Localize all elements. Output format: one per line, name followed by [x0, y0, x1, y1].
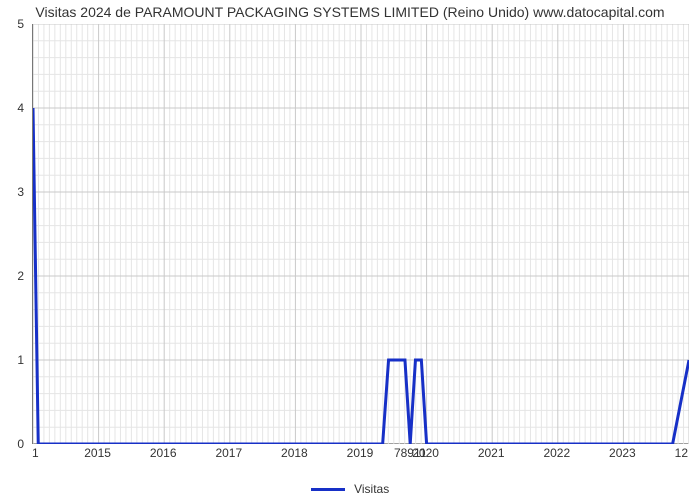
x-tick-label: 2023: [609, 446, 636, 460]
y-axis-labels: 012345: [0, 24, 28, 444]
y-tick-label: 2: [17, 269, 24, 283]
y-tick-label: 0: [17, 437, 24, 451]
x-tick-label: 2021: [478, 446, 505, 460]
x-tick-label: 2022: [543, 446, 570, 460]
chart-svg: [33, 24, 689, 444]
x-axis-labels: 2015 2016 2017 2018 2019 2020 2021 2022 2023 1 12: [32, 446, 688, 462]
legend: Visitas: [0, 482, 700, 496]
x-tick-label: 2018: [281, 446, 308, 460]
x-tick-label: 2019: [347, 446, 374, 460]
x-tick-label: 2017: [215, 446, 242, 460]
legend-swatch: [311, 488, 345, 491]
legend-label: Visitas: [354, 482, 389, 496]
y-tick-label: 3: [17, 185, 24, 199]
plot-area: 78911: [32, 24, 688, 444]
x-tick-label: 2016: [150, 446, 177, 460]
chart-title: Visitas 2024 de PARAMOUNT PACKAGING SYST…: [0, 4, 700, 20]
y-tick-label: 1: [17, 353, 24, 367]
x-edge-label-right: 12: [675, 446, 688, 460]
y-tick-label: 4: [17, 101, 24, 115]
x-tick-label: 2015: [84, 446, 111, 460]
x-edge-label-left: 1: [32, 446, 39, 460]
y-tick-label: 5: [17, 17, 24, 31]
x-tick-label: 2020: [412, 446, 439, 460]
